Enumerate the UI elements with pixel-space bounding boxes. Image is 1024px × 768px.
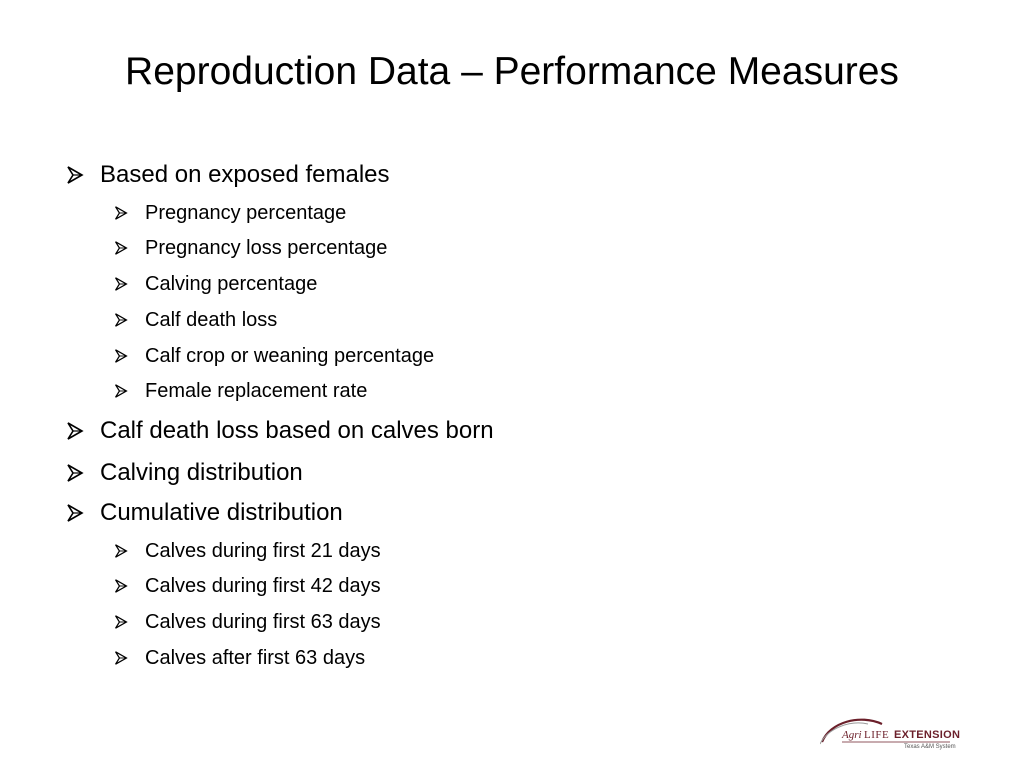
logo-extension-text: EXTENSION <box>894 729 961 741</box>
bullet-text: Female replacement rate <box>145 380 368 402</box>
logo-swoosh-icon <box>820 718 950 745</box>
arrow-bullet-icon <box>115 349 128 363</box>
bullet-text: Calving distribution <box>100 459 303 486</box>
bullet-text: Calves after first 63 days <box>145 647 366 669</box>
arrow-bullet-icon <box>115 544 128 558</box>
arrow-bullet-icon <box>67 464 84 482</box>
slide-title: Reproduction Data – Performance Measures <box>125 50 899 93</box>
arrow-bullet-icon <box>115 277 128 291</box>
bullet-text: Calf death loss <box>145 309 278 331</box>
bullet-text: Cumulative distribution <box>100 499 343 526</box>
arrow-bullet-icon <box>67 504 84 522</box>
bullet-text: Calves during first 21 days <box>145 540 381 562</box>
arrow-bullet-icon <box>67 166 84 184</box>
arrow-bullet-icon <box>115 241 128 255</box>
bullet-text: Calf crop or weaning percentage <box>145 345 435 367</box>
bullet-text: Based on exposed females <box>100 161 390 188</box>
arrow-bullet-icon <box>115 206 128 220</box>
bullet-text: Calves during first 42 days <box>145 575 381 597</box>
arrow-bullet-icon <box>115 384 128 398</box>
bullet-text: Pregnancy loss percentage <box>145 237 388 259</box>
arrow-bullet-icon <box>115 615 128 629</box>
bullet-text: Pregnancy percentage <box>145 202 347 224</box>
logo-agri-text: Agri <box>842 729 862 741</box>
agrilife-extension-logo: Agri LIFE EXTENSION Texas A&M System <box>820 712 960 756</box>
arrow-bullet-icon <box>115 313 128 327</box>
arrow-bullet-icon <box>115 651 128 665</box>
logo-life-text: LIFE <box>864 729 890 741</box>
bullet-text: Calving percentage <box>145 273 318 295</box>
bullet-text: Calf death loss based on calves born <box>100 417 494 444</box>
logo-subtitle: Texas A&M System <box>904 744 956 750</box>
arrow-bullet-icon <box>115 579 128 593</box>
bullet-text: Calves during first 63 days <box>145 611 381 633</box>
arrow-bullet-icon <box>67 422 84 440</box>
